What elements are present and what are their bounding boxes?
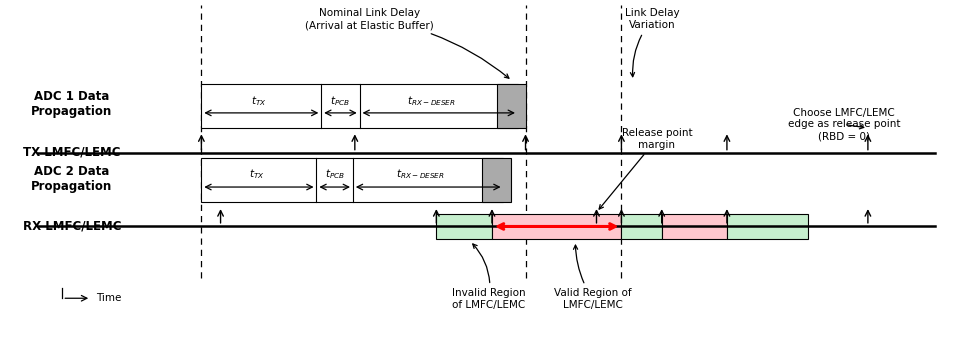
Bar [492,214,621,239]
Bar [201,84,518,128]
Text: $t_{TX}$: $t_{TX}$ [249,168,265,181]
Text: $t_{RX-DESER}$: $t_{RX-DESER}$ [408,94,456,108]
Text: RX LMFC/LEMC: RX LMFC/LEMC [23,219,121,232]
Bar [482,158,511,202]
Bar [436,214,492,239]
Bar [201,158,503,202]
Text: ADC 1 Data
Propagation: ADC 1 Data Propagation [32,90,112,119]
Bar [497,84,526,128]
Bar [727,214,808,239]
Text: $t_{PCB}$: $t_{PCB}$ [325,168,344,181]
Text: Nominal Link Delay
(Arrival at Elastic Buffer): Nominal Link Delay (Arrival at Elastic B… [305,8,509,78]
Text: Invalid Region
of LMFC/LEMC: Invalid Region of LMFC/LEMC [453,244,526,310]
Bar [621,214,662,239]
Text: Choose LMFC/LEMC
edge as release point
(RBD = 0): Choose LMFC/LEMC edge as release point (… [787,108,901,141]
Text: $t_{TX}$: $t_{TX}$ [251,94,267,108]
Text: TX LMFC/LEMC: TX LMFC/LEMC [23,146,121,159]
Text: $t_{RX-DESER}$: $t_{RX-DESER}$ [396,168,444,181]
Text: Release point
margin: Release point margin [599,128,692,209]
Text: Link Delay
Variation: Link Delay Variation [625,8,679,77]
Bar [662,214,727,239]
Text: $t_{PCB}$: $t_{PCB}$ [331,94,350,108]
Text: Valid Region of
LMFC/LEMC: Valid Region of LMFC/LEMC [554,245,631,310]
Text: ADC 2 Data
Propagation: ADC 2 Data Propagation [32,164,112,193]
Text: Time: Time [96,293,121,303]
